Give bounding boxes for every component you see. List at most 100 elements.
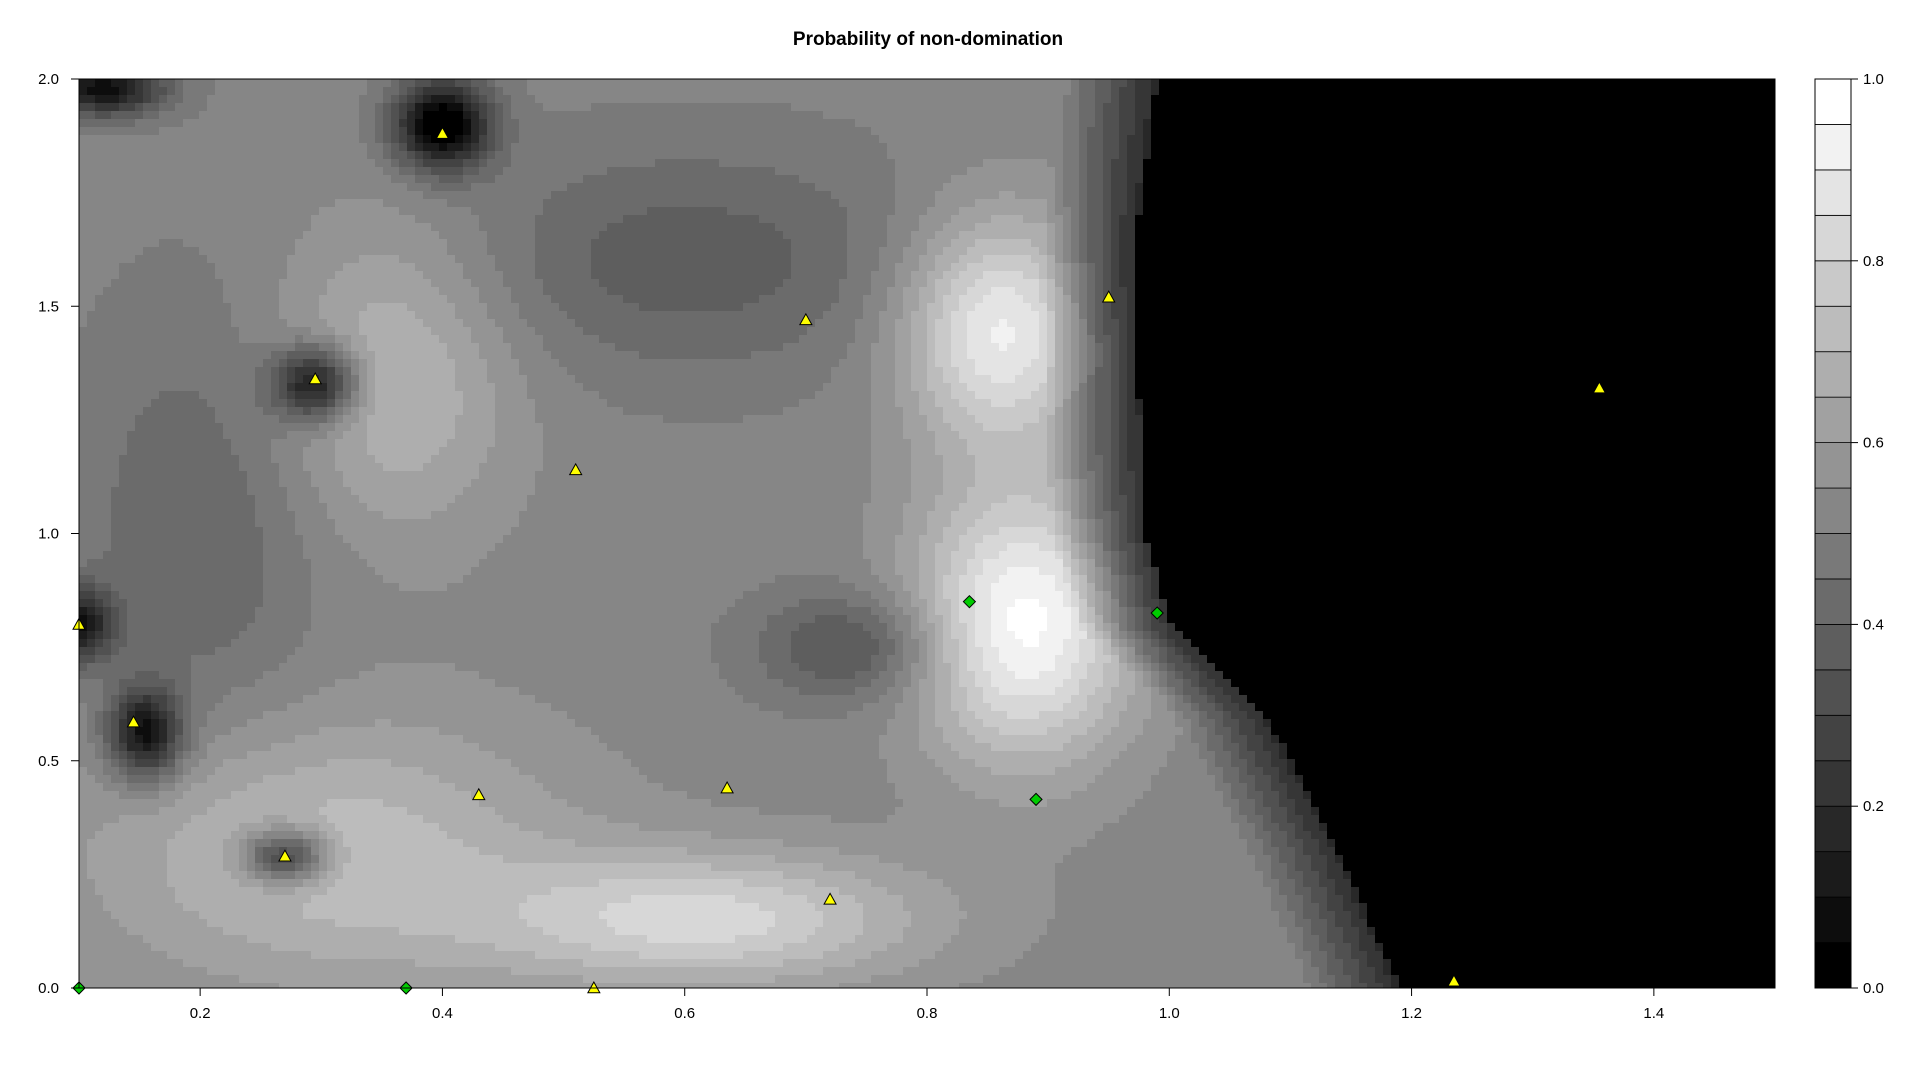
heatmap-cell — [575, 143, 584, 152]
heatmap-cell — [679, 207, 688, 216]
heatmap-cell — [695, 215, 704, 224]
heatmap-cell — [1087, 127, 1096, 136]
heatmap-cell — [1567, 111, 1576, 120]
heatmap-cell — [799, 87, 808, 96]
heatmap-cell — [927, 175, 936, 184]
heatmap-cell — [167, 87, 176, 96]
heatmap-cell — [895, 207, 904, 216]
heatmap-cell — [1079, 191, 1088, 200]
heatmap-cell — [1543, 151, 1552, 160]
heatmap-cell — [279, 79, 288, 88]
heatmap-cell — [1279, 103, 1288, 112]
heatmap-cell — [1503, 255, 1512, 264]
heatmap-cell — [679, 135, 688, 144]
heatmap-cell — [823, 119, 832, 128]
heatmap-cell — [1279, 135, 1288, 144]
heatmap-cell — [519, 191, 528, 200]
heatmap-cell — [135, 263, 144, 272]
heatmap-cell — [1535, 175, 1544, 184]
heatmap-cell — [111, 103, 120, 112]
heatmap-cell — [671, 103, 680, 112]
heatmap-cell — [1311, 127, 1320, 136]
heatmap-cell — [871, 199, 880, 208]
heatmap-cell — [135, 183, 144, 192]
heatmap-cell — [391, 111, 400, 120]
heatmap-cell — [399, 239, 408, 248]
heatmap-cell — [143, 167, 152, 176]
heatmap-cell — [1071, 87, 1080, 96]
heatmap-cell — [535, 215, 544, 224]
heatmap-cell — [255, 95, 264, 104]
heatmap-cell — [503, 79, 512, 88]
heatmap-cell — [895, 223, 904, 232]
heatmap-cell — [1687, 103, 1696, 112]
heatmap-cell — [1303, 223, 1312, 232]
heatmap-cell — [1159, 191, 1168, 200]
heatmap-cell — [751, 167, 760, 176]
heatmap-cell — [1607, 207, 1616, 216]
heatmap-cell — [975, 167, 984, 176]
heatmap-cell — [311, 255, 320, 264]
heatmap-cell — [1015, 175, 1024, 184]
heatmap-cell — [1023, 215, 1032, 224]
heatmap-cell — [1087, 111, 1096, 120]
heatmap-cell — [87, 87, 96, 96]
heatmap-cell — [951, 119, 960, 128]
heatmap-cell — [191, 127, 200, 136]
heatmap-cell — [783, 263, 792, 272]
heatmap-cell — [1279, 119, 1288, 128]
heatmap-cell — [1719, 247, 1728, 256]
heatmap-cell — [375, 159, 384, 168]
heatmap-cell — [199, 255, 208, 264]
heatmap-cell — [671, 191, 680, 200]
heatmap-cell — [311, 199, 320, 208]
heatmap-cell — [1127, 127, 1136, 136]
heatmap-cell — [151, 247, 160, 256]
heatmap-cell — [1191, 87, 1200, 96]
heatmap-cell — [407, 207, 416, 216]
heatmap-cell — [439, 263, 448, 272]
heatmap-cell — [863, 143, 872, 152]
heatmap-cell — [783, 223, 792, 232]
heatmap-cell — [927, 183, 936, 192]
heatmap-cell — [671, 167, 680, 176]
heatmap-cell — [727, 207, 736, 216]
heatmap-cell — [1359, 87, 1368, 96]
heatmap-cell — [655, 119, 664, 128]
heatmap-cell — [1583, 199, 1592, 208]
heatmap-cell — [1639, 151, 1648, 160]
heatmap-cell — [1303, 127, 1312, 136]
heatmap-cell — [287, 151, 296, 160]
heatmap-cell — [439, 151, 448, 160]
heatmap-cell — [719, 255, 728, 264]
heatmap-cell — [1735, 127, 1744, 136]
heatmap-cell — [1663, 175, 1672, 184]
heatmap-cell — [207, 175, 216, 184]
heatmap-cell — [815, 95, 824, 104]
heatmap-cell — [287, 207, 296, 216]
heatmap-cell — [455, 111, 464, 120]
heatmap-cell — [799, 215, 808, 224]
heatmap-cell — [1095, 215, 1104, 224]
heatmap-cell — [1343, 199, 1352, 208]
heatmap-cell — [671, 143, 680, 152]
heatmap-cell — [887, 159, 896, 168]
heatmap-cell — [903, 159, 912, 168]
heatmap-cell — [1135, 175, 1144, 184]
heatmap-cell — [1111, 79, 1120, 88]
heatmap-cell — [919, 215, 928, 224]
heatmap-cell — [1423, 135, 1432, 144]
heatmap-cell — [767, 175, 776, 184]
heatmap-cell — [479, 191, 488, 200]
heatmap-cell — [455, 199, 464, 208]
heatmap-cell — [591, 199, 600, 208]
heatmap-cell — [1199, 183, 1208, 192]
heatmap-cell — [1303, 183, 1312, 192]
heatmap-cell — [839, 151, 848, 160]
heatmap-cell — [143, 191, 152, 200]
heatmap-cell — [279, 175, 288, 184]
heatmap-cell — [1359, 167, 1368, 176]
heatmap-cell — [1367, 247, 1376, 256]
heatmap-cell — [871, 95, 880, 104]
heatmap-cell — [695, 103, 704, 112]
